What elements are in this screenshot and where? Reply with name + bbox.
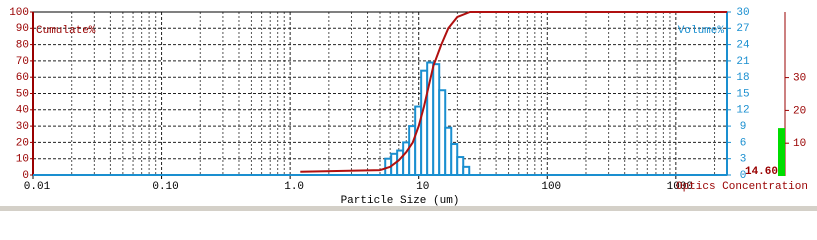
x-tick-label: 100 [541, 181, 561, 193]
y2-axis-label: Volume% [678, 25, 725, 37]
y2-tick-label: 27 [736, 23, 749, 35]
conc-tick-label: 10 [793, 138, 806, 150]
cumulative-line [300, 11, 727, 173]
y2-tick-label: 24 [736, 40, 750, 52]
chart: 0.01 0.10 1.0 10 100 100001020304050607080901… [0, 6, 817, 211]
volume-bar [462, 165, 471, 177]
x-tick-label: 10 [416, 181, 429, 193]
x-tick-label: 1.0 [284, 181, 304, 193]
conc-tick-label: 20 [793, 105, 806, 117]
window-edge [0, 206, 817, 211]
y2-tick-label: 15 [736, 88, 749, 100]
conc-axis-label: Optics Concentration [676, 181, 808, 193]
y2-tick-label: 30 [736, 7, 749, 19]
y-tick-label: 10 [16, 154, 29, 166]
y-tick-label: 0 [22, 170, 29, 182]
y-tick-label: 40 [16, 105, 29, 117]
y2-tick-label: 6 [740, 137, 747, 149]
x-axis-label: Particle Size (um) [341, 195, 460, 207]
y-tick-label: 60 [16, 72, 29, 84]
y-tick-label: 90 [16, 23, 29, 35]
x-tick-label: 1000 [667, 181, 693, 193]
y2-tick-label: 12 [736, 105, 749, 117]
y-tick-label: 50 [16, 88, 29, 100]
y2-tick-label: 9 [740, 121, 747, 133]
y2-tick-label: 21 [736, 56, 750, 68]
concentration-bar [778, 128, 785, 176]
x-tick-label: 0.01 [24, 181, 51, 193]
y-tick-label: 70 [16, 56, 29, 68]
y2-tick-label: 0 [740, 170, 747, 182]
y2-tick-label: 3 [740, 154, 747, 166]
y-tick-label: 100 [9, 7, 29, 19]
y-tick-label: 20 [16, 137, 29, 149]
y2-tick-label: 18 [736, 72, 749, 84]
x-tick-label: 0.10 [152, 181, 178, 193]
y-axis-label: Cumulate% [36, 25, 96, 37]
y-tick-label: 80 [16, 40, 29, 52]
conc-tick-label: 30 [793, 73, 806, 85]
y-tick-label: 30 [16, 121, 29, 133]
concentration-value: 14.60 [745, 166, 778, 178]
